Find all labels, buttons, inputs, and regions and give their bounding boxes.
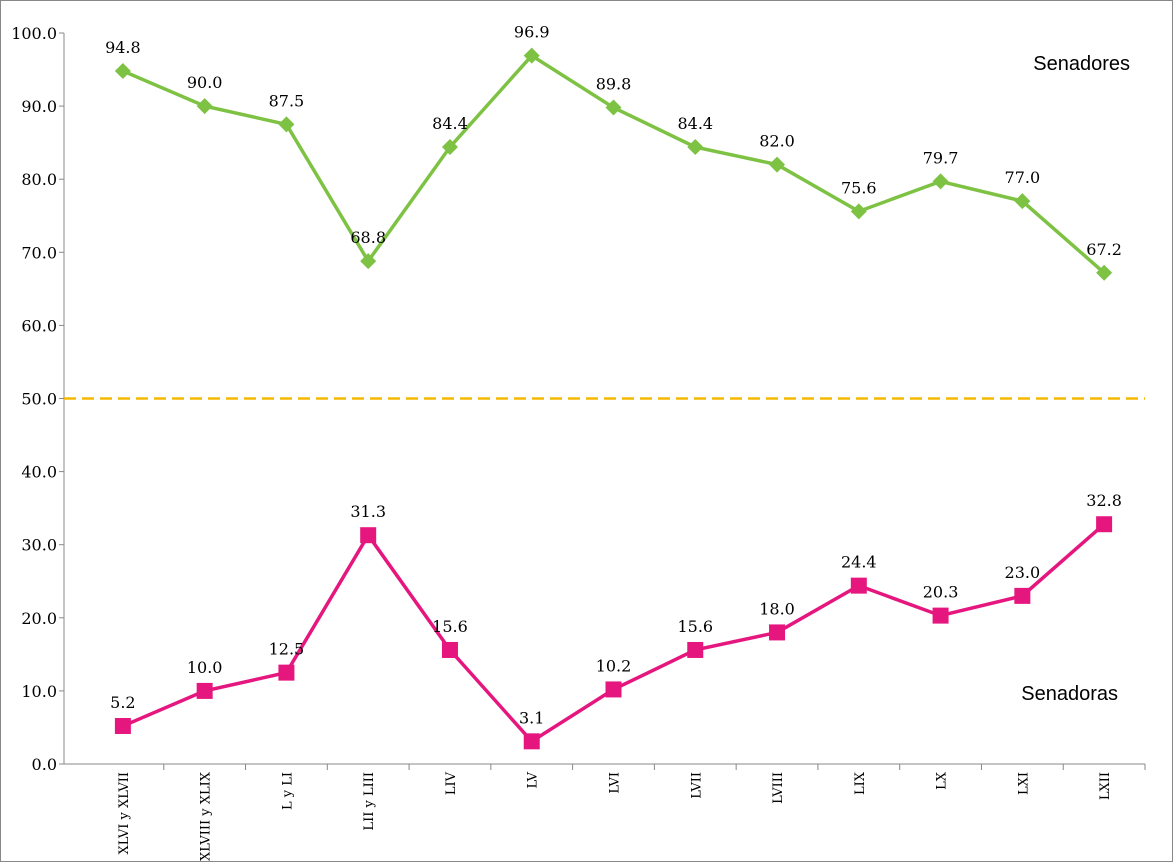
data-label: 87.5 <box>269 91 305 110</box>
x-tick-label: LIX <box>853 771 868 795</box>
marker <box>1096 264 1113 281</box>
data-label: 67.2 <box>1086 240 1122 259</box>
data-label: 84.4 <box>677 114 713 133</box>
marker <box>850 203 867 220</box>
y-tick-label: 70.0 <box>21 243 57 262</box>
marker <box>360 253 377 270</box>
marker <box>769 156 786 173</box>
y-tick-label: 100.0 <box>11 24 57 43</box>
data-label: 10.2 <box>596 656 632 675</box>
data-label: 68.8 <box>350 228 386 247</box>
x-tick-label: LV <box>526 771 541 788</box>
marker <box>441 139 458 156</box>
data-label: 15.6 <box>677 617 713 636</box>
series-label: Senadoras <box>1021 683 1118 705</box>
marker <box>605 681 622 698</box>
x-tick-label: XLVI y XLVII <box>117 772 132 854</box>
data-label: 79.7 <box>923 148 959 167</box>
marker <box>850 577 867 594</box>
marker <box>687 139 704 156</box>
x-tick-label: XLVIII y XLIX <box>199 771 214 861</box>
y-tick-label: 0.0 <box>32 755 57 774</box>
marker <box>932 173 949 190</box>
series-label: Senadores <box>1033 53 1130 75</box>
marker <box>687 641 704 658</box>
data-label: 15.6 <box>432 617 468 636</box>
data-label: 10.0 <box>187 658 223 677</box>
y-tick-label: 60.0 <box>21 316 57 335</box>
marker <box>1014 193 1031 210</box>
data-label: 12.5 <box>269 640 305 659</box>
data-label: 82.0 <box>759 132 795 151</box>
data-label: 31.3 <box>350 502 386 521</box>
marker <box>605 99 622 116</box>
marker <box>360 527 377 544</box>
x-tick-label: LXI <box>1016 772 1031 795</box>
marker <box>278 116 295 133</box>
data-label: 18.0 <box>759 599 795 618</box>
y-tick-label: 50.0 <box>21 390 57 409</box>
marker <box>769 624 786 641</box>
x-tick-label: LVIII <box>771 772 786 804</box>
data-label: 3.1 <box>519 708 544 727</box>
data-label: 89.8 <box>596 75 632 94</box>
y-tick-label: 10.0 <box>21 682 57 701</box>
y-tick-label: 20.0 <box>21 609 57 628</box>
data-label: 75.6 <box>841 178 877 197</box>
marker <box>1014 587 1031 604</box>
x-tick-label: L y LI <box>280 772 295 810</box>
marker <box>278 664 295 681</box>
x-tick-label: LXII <box>1098 772 1113 800</box>
y-tick-label: 90.0 <box>21 97 57 116</box>
marker <box>196 98 213 115</box>
y-tick-label: 30.0 <box>21 536 57 555</box>
marker <box>441 641 458 658</box>
x-tick-label: LVII <box>689 772 704 799</box>
data-label: 24.4 <box>841 553 877 572</box>
marker <box>114 717 131 734</box>
marker <box>523 47 540 64</box>
data-label: 96.9 <box>514 23 550 42</box>
y-tick-label: 80.0 <box>21 170 57 189</box>
x-tick-label: LII y LIII <box>362 772 377 831</box>
x-tick-label: LVI <box>608 772 623 794</box>
x-tick-label: LX <box>935 771 950 790</box>
data-label: 20.3 <box>923 583 959 602</box>
marker <box>932 607 949 624</box>
marker <box>114 63 131 80</box>
data-label: 90.0 <box>187 73 223 92</box>
y-tick-label: 40.0 <box>21 463 57 482</box>
data-label: 77.0 <box>1005 168 1041 187</box>
data-label: 94.8 <box>105 38 141 57</box>
marker <box>1096 516 1113 533</box>
data-label: 84.4 <box>432 114 468 133</box>
x-tick-label: LIV <box>444 771 459 795</box>
data-label: 5.2 <box>110 693 135 712</box>
data-label: 32.8 <box>1086 491 1122 510</box>
data-label: 23.0 <box>1005 563 1041 582</box>
marker <box>523 733 540 750</box>
marker <box>196 682 213 699</box>
